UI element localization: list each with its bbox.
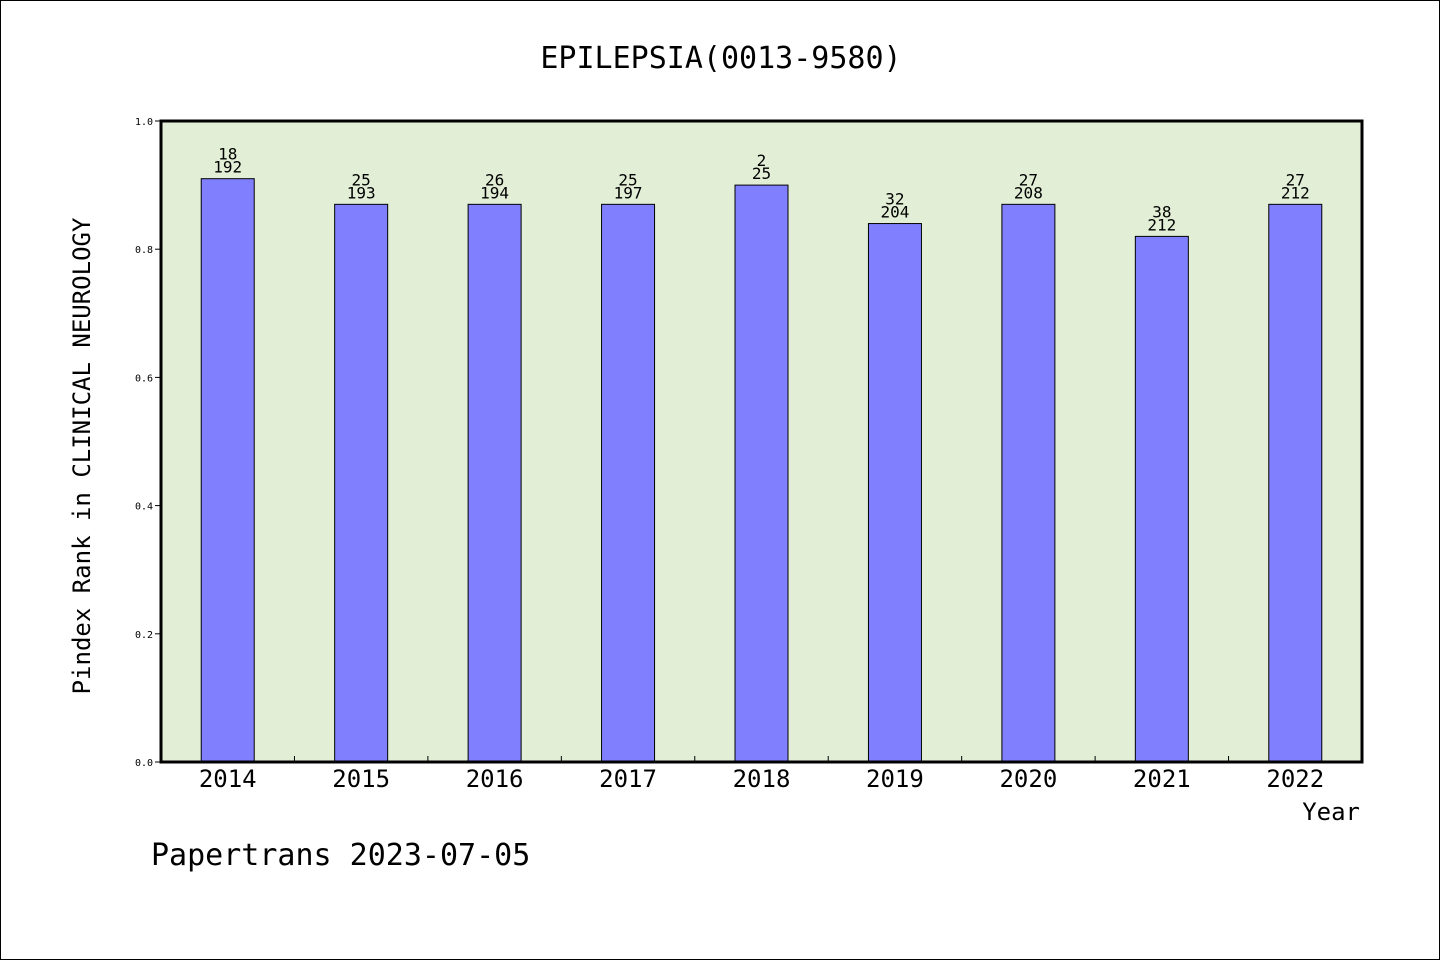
y-axis-label: Pindex Rank in CLINICAL NEUROLOGY — [68, 217, 96, 694]
bar-label-total: 212 — [1147, 215, 1176, 234]
bar-label-rank: 27 — [1019, 170, 1038, 189]
x-tick-label: 2017 — [599, 765, 657, 793]
bar-2022 — [1268, 203, 1323, 763]
bar-label-total: 197 — [614, 183, 643, 202]
y-tick-label: 0.4 — [135, 502, 153, 513]
bar-label-rank: 32 — [885, 190, 904, 209]
bar-label-total: 204 — [880, 203, 909, 222]
bar-label-total: 193 — [347, 183, 376, 202]
x-tick-label: 2014 — [199, 765, 257, 793]
x-tick-label: 2015 — [332, 765, 390, 793]
bar-label-total: 208 — [1014, 183, 1043, 202]
bar-label-rank: 25 — [352, 170, 371, 189]
bars-group: 1819225193261942519722532204272083821227… — [200, 145, 1323, 763]
y-tick-label: 0.0 — [135, 758, 153, 769]
x-tick-label: 2020 — [999, 765, 1057, 793]
bar-2018 — [734, 184, 789, 763]
x-tick-label: 2018 — [733, 765, 791, 793]
x-tick-label: 2021 — [1133, 765, 1191, 793]
plot-frame — [159, 119, 1364, 764]
bar-label-total: 25 — [752, 164, 771, 183]
bar-2021 — [1134, 235, 1189, 763]
bar-2015 — [334, 203, 389, 763]
x-axis: 2014 2015 2016 2017 2018 2019 2020 2021 2022 — [199, 756, 1324, 793]
y-tick-label: 0.8 — [135, 245, 153, 256]
bar-label-rank: 18 — [218, 145, 237, 164]
bar-label-rank: 2 — [757, 151, 767, 170]
x-tick-label: 2016 — [466, 765, 524, 793]
bar-label-total: 192 — [213, 158, 242, 177]
x-axis-label: Year — [1302, 798, 1360, 826]
bar-label-total: 212 — [1281, 183, 1310, 202]
chart-title: EPILEPSIA(0013-9580) — [540, 41, 901, 76]
x-tick-label: 2019 — [866, 765, 924, 793]
bar-2019 — [867, 223, 922, 763]
y-tick-label: 0.2 — [135, 630, 153, 641]
bar-2016 — [467, 203, 522, 763]
bar-2017 — [601, 203, 656, 763]
footer-credit: Papertrans 2023-07-05 — [151, 838, 530, 873]
y-axis: 0.0 0.2 0.4 0.6 0.8 1.0 — [135, 117, 161, 769]
y-tick-label: 1.0 — [135, 117, 153, 128]
bar-2014 — [200, 178, 255, 763]
bar-2020 — [1001, 203, 1056, 763]
x-tick-label: 2022 — [1266, 765, 1324, 793]
bar-label-rank: 38 — [1152, 202, 1171, 221]
bar-label-rank: 27 — [1286, 170, 1305, 189]
y-tick-label: 0.6 — [135, 373, 153, 384]
bar-label-rank: 25 — [618, 170, 637, 189]
bar-label-total: 194 — [480, 183, 509, 202]
bar-label-rank: 26 — [485, 170, 504, 189]
